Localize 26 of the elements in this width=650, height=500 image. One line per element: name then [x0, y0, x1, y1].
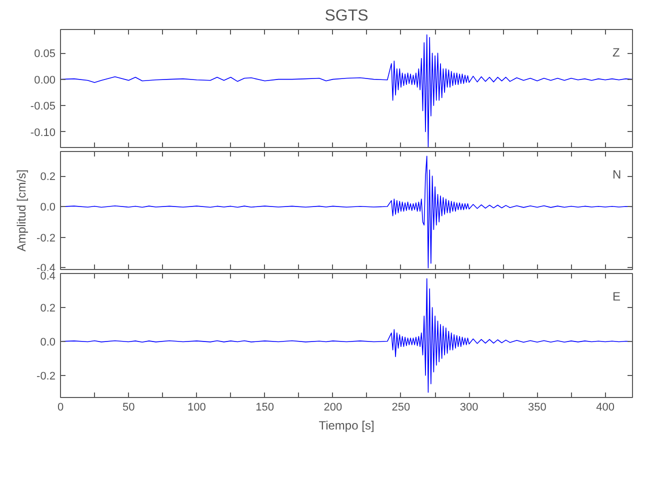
x-tick-label: 350: [528, 402, 546, 414]
x-tick-label: 300: [460, 402, 478, 414]
x-tick-label: 200: [324, 402, 342, 414]
x-axis-title: Tiempo [s]: [318, 418, 374, 432]
x-tick-label: 50: [122, 402, 135, 414]
y-tick-label: -0.10: [30, 126, 56, 139]
y-tick-label: 0.0: [40, 202, 56, 214]
y-tick-label: 0.0: [40, 336, 56, 348]
y-tick-label: -0.05: [30, 100, 56, 113]
x-tick-label: 0: [57, 402, 64, 414]
x-tick-label: 100: [188, 402, 206, 414]
y-tick-label: 0.00: [34, 74, 56, 86]
y-tick-label: 0.4: [40, 270, 56, 282]
x-tick-label: 150: [256, 402, 274, 414]
y-tick-label: 0.2: [40, 302, 56, 314]
annotation: Z: [612, 46, 620, 60]
x-tick-label: 400: [596, 402, 614, 414]
chart-title: SGTS: [324, 8, 368, 24]
y-tick-label: 0.05: [34, 48, 56, 60]
y-axis-title: Amplitud [cm/s]: [14, 169, 29, 252]
annotation: E: [612, 290, 621, 304]
annotation: N: [612, 168, 622, 182]
y-tick-label: -0.2: [36, 370, 56, 382]
y-tick-label: 0.2: [40, 171, 56, 184]
y-tick-label: -0.2: [36, 232, 56, 244]
x-tick-label: 250: [392, 402, 410, 414]
